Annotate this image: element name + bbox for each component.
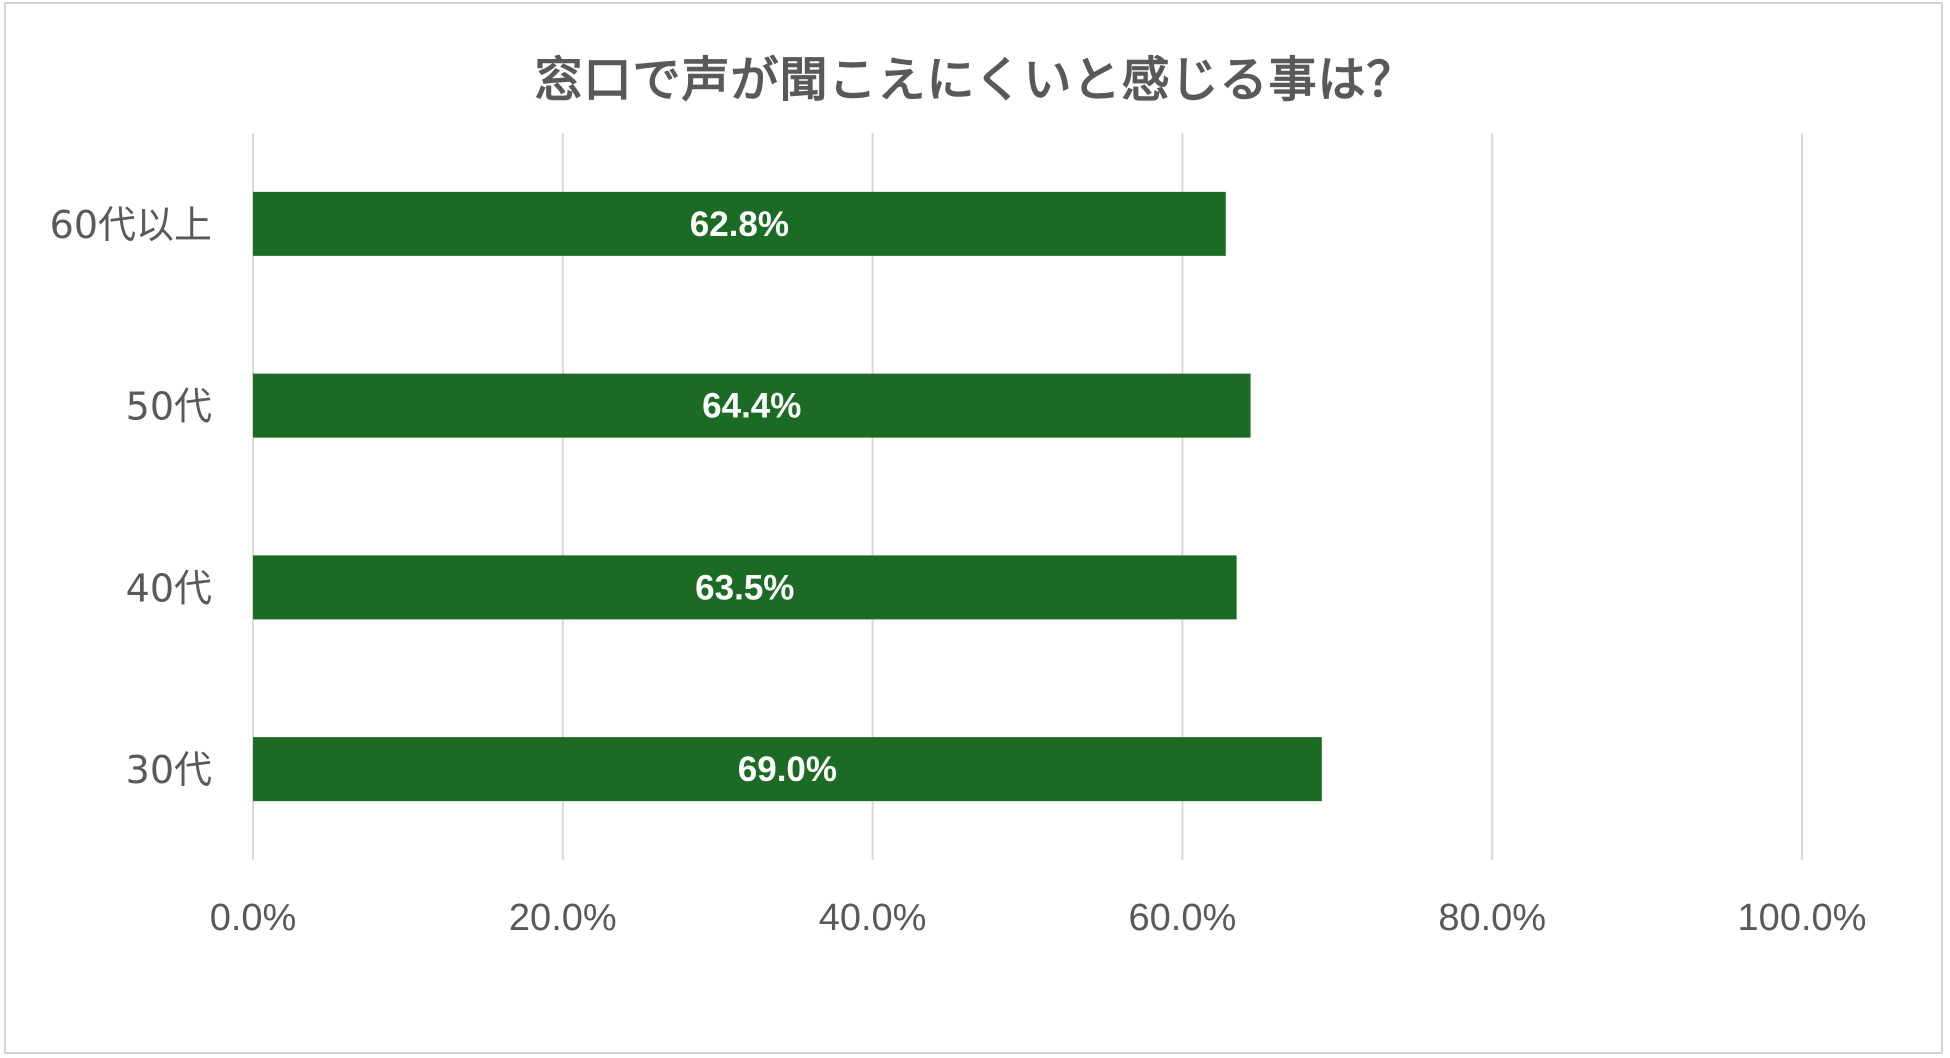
bar [253, 373, 1251, 438]
category-label: 40代 [126, 566, 212, 610]
chart-title: 窓口で声が聞こえにくいと感じる事は？ [534, 52, 1416, 108]
x-tick-label: 40.0% [819, 897, 927, 939]
labels: 0.0% 20.0% 40.0% 60.0% 80.0% 100.0% 62.8% 60代以上… [50, 203, 1867, 939]
category-label: 30代 [126, 748, 212, 792]
x-tick-label: 80.0% [1438, 897, 1546, 939]
data-label: 64.4% [702, 387, 801, 426]
bar [253, 555, 1237, 620]
x-tick-label: 20.0% [509, 897, 617, 939]
x-tick-label: 60.0% [1129, 897, 1237, 939]
data-label: 69.0% [738, 750, 837, 789]
data-label: 62.8% [690, 205, 789, 244]
bars [253, 191, 1322, 802]
category-label: 50代 [126, 385, 212, 429]
x-tick-label: 0.0% [210, 897, 297, 939]
bar [253, 737, 1322, 802]
x-tick-label: 100.0% [1738, 897, 1867, 939]
chart-frame [4, 2, 1943, 1054]
bar [253, 191, 1226, 256]
category-label: 60代以上 [50, 203, 212, 247]
data-label: 63.5% [695, 568, 794, 607]
